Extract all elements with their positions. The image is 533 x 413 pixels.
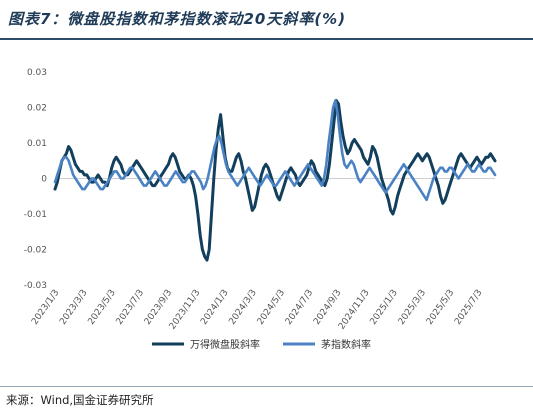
x-tick-label: 2023/3/3	[58, 288, 89, 327]
x-tick-label: 2023/5/3	[86, 288, 117, 327]
x-tick-label: 2025/7/3	[453, 288, 484, 327]
y-tick-label: -0.01	[24, 210, 47, 220]
x-tick-label: 2023/1/3	[30, 288, 61, 327]
y-tick-label: 0	[41, 175, 47, 185]
series-line-mao	[53, 99, 497, 202]
y-tick-label: 0.02	[27, 104, 47, 114]
x-axis: 2023/1/32023/3/32023/5/32023/7/32023/9/3…	[30, 288, 484, 332]
source-note: 来源：Wind,国金证券研究所	[6, 393, 154, 407]
x-tick-label: 2024/1/3	[199, 288, 230, 327]
y-tick-label: -0.02	[24, 246, 47, 256]
series-line-microcap	[53, 98, 497, 262]
x-tick-label: 2023/9/3	[143, 288, 174, 327]
y-tick-label: 0.01	[27, 139, 47, 149]
x-tick-label: 2024/3/3	[228, 288, 259, 327]
y-tick-label: -0.03	[24, 281, 47, 291]
legend-label: 万得微盘股斜率	[190, 338, 260, 351]
y-axis: 0.03 0.02 0.01 0 -0.01 -0.02 -0.03	[24, 68, 48, 291]
footer-rule	[0, 386, 533, 387]
title-rule	[0, 38, 533, 40]
x-tick-label: 2024/5/3	[256, 288, 287, 327]
chart-title: 图表7：微盘股指数和茅指数滚动20天斜率(%)	[8, 10, 347, 28]
y-tick-label: 0.03	[27, 68, 47, 78]
legend: 万得微盘股斜率 茅指数斜率	[152, 338, 371, 351]
x-tick-label: 2025/3/3	[397, 288, 428, 327]
x-tick-label: 2025/5/3	[425, 288, 456, 327]
x-tick-label: 2023/7/3	[115, 288, 146, 327]
series-layer	[53, 98, 497, 262]
legend-label: 茅指数斜率	[321, 338, 371, 351]
x-tick-label: 2024/9/3	[312, 288, 343, 327]
x-tick-label: 2024/7/3	[284, 288, 315, 327]
x-tick-label: 2025/1/3	[369, 288, 400, 327]
